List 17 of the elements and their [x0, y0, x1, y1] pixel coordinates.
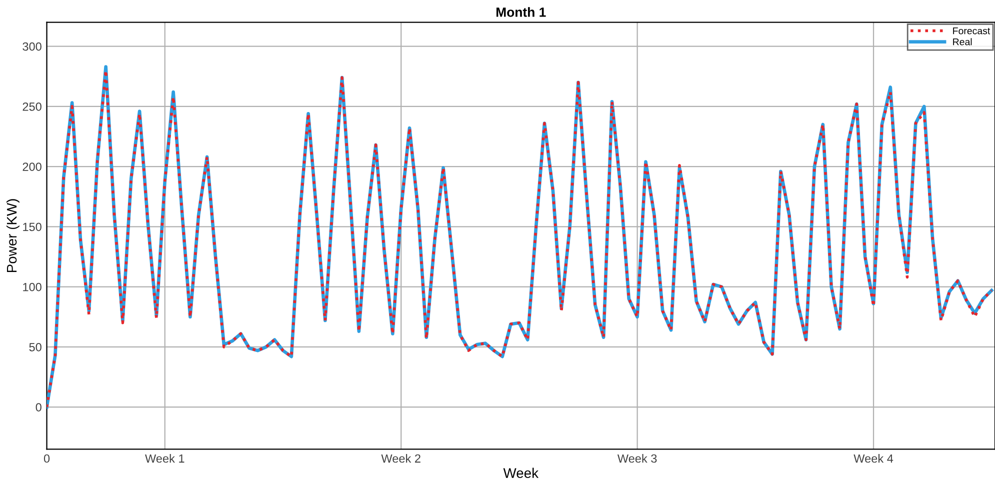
y-axis-title: Power (KW): [6, 199, 20, 272]
y-tick-label: 300: [22, 42, 42, 51]
x-tick-label: Week 4: [854, 454, 894, 463]
y-tick-label: 50: [29, 342, 42, 352]
y-tick-label: 100: [23, 282, 42, 292]
x-axis-title: Week: [503, 468, 539, 478]
legend-label: Forecast: [953, 27, 990, 34]
chart-title: Month 1: [496, 7, 546, 17]
x-tick-label: Week 3: [617, 454, 657, 463]
x-tick-label: Week 1: [145, 454, 184, 463]
legend-label: Real: [953, 38, 972, 46]
y-tick-label: 0: [36, 403, 42, 412]
x-tick-label: 0: [44, 454, 50, 463]
y-tick-label: 150: [23, 222, 42, 232]
y-tick-label: 200: [22, 162, 42, 171]
y-tick-label: 250: [22, 102, 42, 111]
x-tick-label: Week 2: [381, 454, 420, 463]
